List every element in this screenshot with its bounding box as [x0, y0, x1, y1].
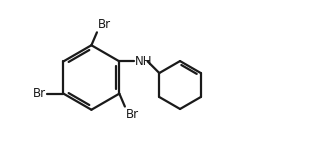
- Text: Br: Br: [126, 108, 139, 121]
- Text: NH: NH: [135, 55, 153, 68]
- Text: Br: Br: [33, 87, 46, 100]
- Text: Br: Br: [98, 18, 111, 31]
